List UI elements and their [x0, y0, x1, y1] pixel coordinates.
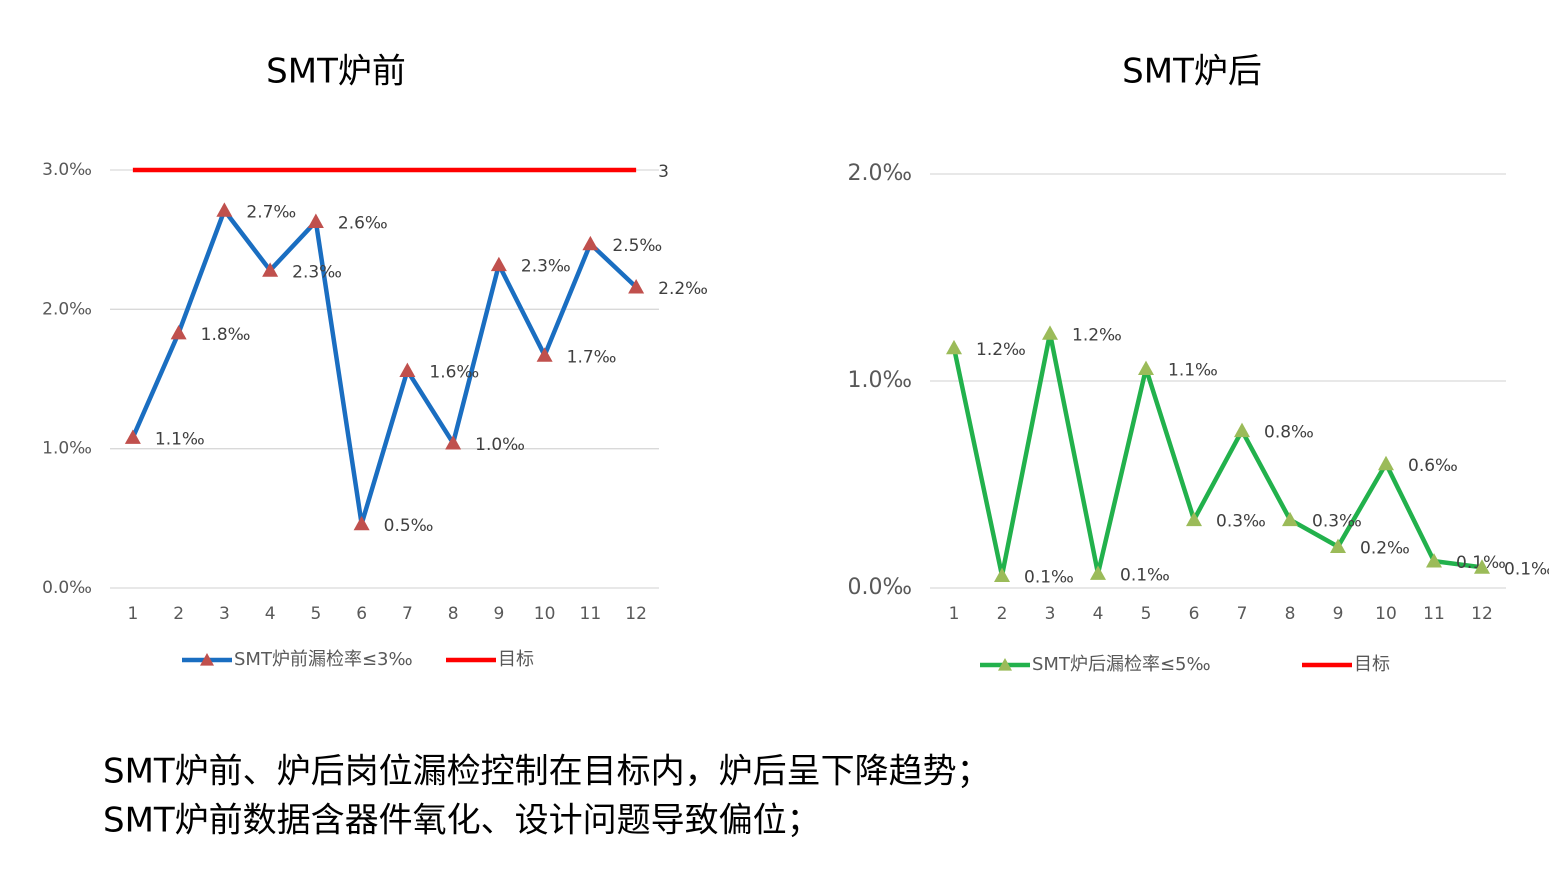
chart-title: SMT炉前 [266, 52, 406, 92]
x-tick-label: 11 [580, 604, 602, 624]
data-label: 1.2‰ [1072, 325, 1122, 345]
data-point [1042, 325, 1058, 340]
x-tick-label: 12 [625, 604, 647, 624]
data-point [1186, 511, 1202, 527]
note-line: SMT炉前、炉后岗位漏检控制在目标内，炉后呈下降趋势； [103, 752, 991, 792]
x-tick-label: 4 [1093, 604, 1104, 624]
x-tick-label: 1 [127, 604, 138, 624]
data-label: 1.2‰ [976, 340, 1026, 360]
data-point [628, 279, 645, 294]
data-point [1138, 360, 1154, 375]
data-label: 0.3‰ [1312, 512, 1362, 532]
x-tick-label: 12 [1471, 604, 1493, 624]
data-point [262, 262, 279, 277]
y-tick-label: 1.0‰ [42, 439, 92, 459]
data-point [445, 435, 462, 450]
x-tick-label: 6 [1189, 604, 1200, 624]
data-point [1330, 538, 1346, 553]
data-line [951, 331, 1483, 578]
x-tick-label: 3 [219, 604, 230, 624]
data-point [1426, 553, 1442, 568]
data-point [1378, 455, 1394, 471]
note-line: SMT炉前数据含器件氧化、设计问题导致偏位； [103, 801, 821, 841]
data-point [124, 429, 141, 444]
x-tick-label: 5 [1141, 604, 1152, 624]
data-label: 0.1‰ [1504, 559, 1549, 579]
data-point [1282, 511, 1298, 527]
data-point [946, 339, 962, 355]
x-tick-label: 6 [356, 604, 367, 624]
legend-label: 目标 [498, 649, 534, 670]
data-point [994, 567, 1010, 582]
data-point [170, 325, 187, 340]
data-label: 1.7‰ [567, 347, 617, 367]
y-tick-label: 0.0‰ [847, 575, 912, 600]
data-label: 2.3‰ [292, 262, 342, 282]
data-label: 0.1‰ [1024, 568, 1074, 588]
data-label: 1.8‰ [201, 325, 251, 345]
data-label: 0.6‰ [1408, 456, 1458, 476]
x-tick-label: 8 [448, 604, 459, 624]
data-label: 0.3‰ [1216, 512, 1266, 532]
legend-label: 目标 [1354, 654, 1390, 675]
data-label: 3 [658, 162, 669, 182]
y-tick-label: 1.0‰ [847, 368, 912, 393]
legend-marker [998, 658, 1012, 671]
data-point [1090, 565, 1106, 580]
data-point [1474, 559, 1490, 574]
x-tick-label: 10 [1375, 604, 1397, 624]
x-tick-label: 1 [949, 604, 960, 624]
data-label: 2.6‰ [338, 214, 388, 234]
data-point [399, 362, 416, 378]
data-label: 2.7‰ [246, 202, 296, 222]
x-tick-label: 10 [534, 604, 556, 624]
data-point [216, 202, 233, 217]
y-tick-label: 2.0‰ [847, 161, 912, 186]
data-label: 1.0‰ [475, 435, 525, 455]
data-point [582, 235, 599, 251]
data-label: 0.2‰ [1360, 539, 1410, 559]
data-label: 0.1‰ [1120, 566, 1170, 586]
data-line [130, 208, 638, 527]
x-tick-label: 2 [997, 604, 1008, 624]
x-tick-label: 11 [1423, 604, 1445, 624]
data-point [353, 515, 370, 531]
x-tick-label: 8 [1285, 604, 1296, 624]
data-label: 1.6‰ [429, 363, 479, 383]
x-tick-label: 2 [173, 604, 184, 624]
data-label: 1.1‰ [155, 430, 205, 450]
legend-marker [200, 653, 214, 666]
x-tick-label: 9 [1333, 604, 1344, 624]
legend-label: SMT炉前漏检率≤3‰ [234, 649, 413, 670]
x-tick-label: 4 [265, 604, 276, 624]
x-tick-label: 5 [310, 604, 321, 624]
x-tick-label: 7 [402, 604, 413, 624]
data-label: 2.2‰ [658, 279, 708, 299]
data-point [490, 256, 507, 272]
legend-label: SMT炉后漏检率≤5‰ [1032, 654, 1211, 675]
chart-title: SMT炉后 [1122, 52, 1262, 92]
data-point [307, 213, 324, 228]
data-point [1234, 422, 1250, 438]
data-label: 2.5‰ [612, 236, 662, 256]
x-tick-label: 3 [1045, 604, 1056, 624]
y-tick-label: 0.0‰ [42, 578, 92, 598]
y-tick-label: 3.0‰ [42, 160, 92, 180]
x-tick-label: 7 [1237, 604, 1248, 624]
data-point [536, 347, 553, 362]
y-tick-label: 2.0‰ [42, 299, 92, 319]
data-label: 0.5‰ [384, 516, 434, 536]
x-tick-label: 9 [493, 604, 504, 624]
data-label: 2.3‰ [521, 257, 571, 277]
data-label: 0.8‰ [1264, 423, 1314, 443]
data-label: 1.1‰ [1168, 361, 1218, 381]
